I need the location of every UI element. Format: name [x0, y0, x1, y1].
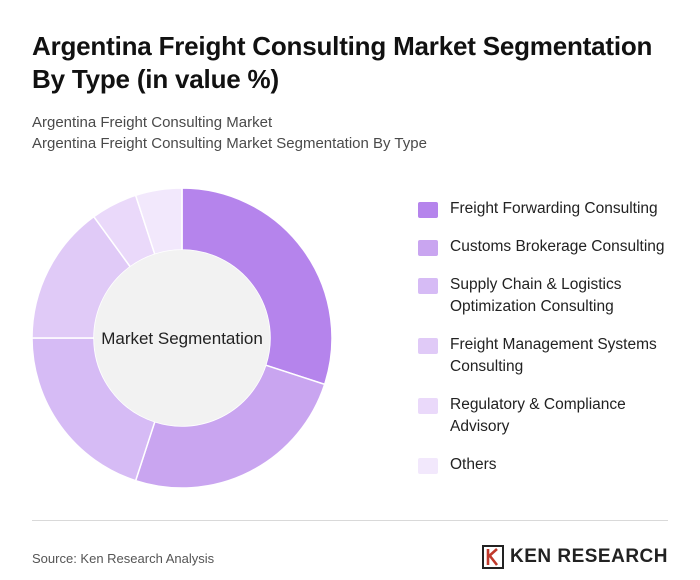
chart-title: Argentina Freight Consulting Market Segm… — [32, 31, 653, 94]
legend-item: Supply Chain & Logistics Optimization Co… — [418, 274, 688, 318]
legend-swatch — [418, 398, 438, 414]
subtitle-block: Argentina Freight Consulting Market Arge… — [32, 112, 427, 154]
footer-divider — [32, 520, 668, 521]
brand-name: KEN RESEARCH — [509, 546, 668, 567]
source-note: Source: Ken Research Analysis — [32, 551, 215, 566]
legend-item: Customs Brokerage Consulting — [418, 236, 688, 258]
legend-item: Others — [418, 454, 688, 476]
legend-swatch — [418, 458, 438, 474]
chart-legend: Freight Forwarding Consulting Customs Bro… — [418, 198, 688, 476]
legend-label: Freight Forwarding Consulting — [450, 200, 658, 217]
legend-item: Regulatory & Compliance Advisory — [418, 394, 688, 438]
donut-chart: Market Segmentation — [31, 187, 333, 489]
legend-swatch — [418, 240, 438, 256]
brand-logo: KEN RESEARCH — [481, 545, 668, 569]
legend-label: Supply Chain & Logistics Optimization Co… — [450, 276, 622, 315]
ken-research-logo-icon — [481, 545, 504, 569]
legend-label: Regulatory & Compliance Advisory — [450, 396, 626, 435]
donut-center — [94, 250, 270, 426]
legend-item: Freight Forwarding Consulting — [418, 198, 688, 220]
legend-swatch — [418, 202, 438, 218]
legend-swatch — [418, 278, 438, 294]
legend-swatch — [418, 338, 438, 354]
subtitle-segmentation: Argentina Freight Consulting Market Segm… — [32, 135, 427, 152]
legend-label: Others — [450, 456, 497, 473]
subtitle-market: Argentina Freight Consulting Market — [32, 114, 273, 131]
legend-label: Customs Brokerage Consulting — [450, 238, 665, 255]
center-label: Market Segmentation — [101, 329, 263, 348]
legend-label: Freight Management Systems Consulting — [450, 336, 657, 375]
legend-item: Freight Management Systems Consulting — [418, 334, 688, 378]
